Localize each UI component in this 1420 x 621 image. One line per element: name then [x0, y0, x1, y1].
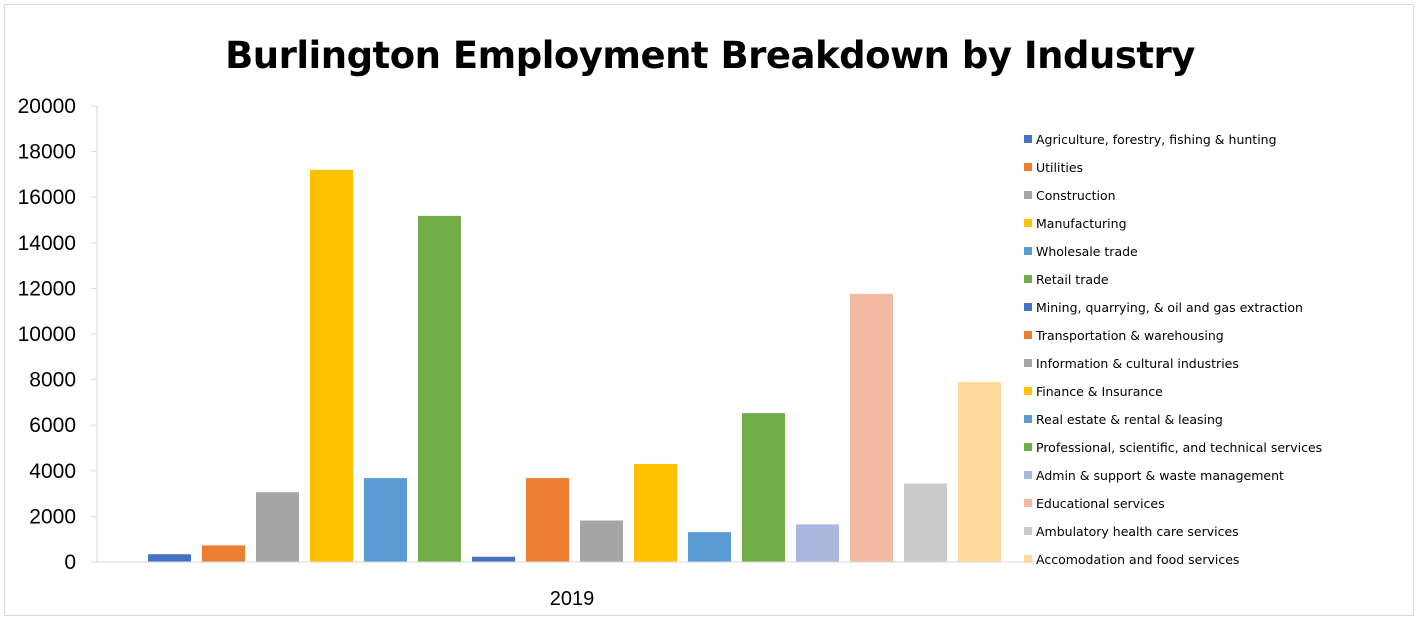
legend-swatch	[1024, 499, 1032, 507]
legend-item: Educational services	[1024, 494, 1165, 512]
bar	[688, 532, 731, 562]
legend-item: Real estate & rental & leasing	[1024, 410, 1223, 428]
bar	[850, 293, 893, 562]
legend-swatch	[1024, 191, 1032, 199]
bar	[904, 483, 947, 562]
legend-swatch	[1024, 247, 1032, 255]
legend-swatch	[1024, 527, 1032, 535]
legend-item: Agriculture, forestry, fishing & hunting	[1024, 130, 1277, 148]
legend-item: Professional, scientific, and technical …	[1024, 438, 1322, 456]
bar	[256, 492, 299, 562]
bars	[148, 169, 1001, 562]
legend-label: Agriculture, forestry, fishing & hunting	[1036, 131, 1277, 147]
bar	[526, 478, 569, 562]
legend-swatch	[1024, 555, 1032, 563]
y-tick-label: 18000	[18, 141, 76, 164]
legend-item: Ambulatory health care services	[1024, 522, 1239, 540]
legend-swatch	[1024, 415, 1032, 423]
bar	[148, 554, 191, 562]
bar	[634, 463, 677, 562]
bar	[310, 169, 353, 562]
bar	[580, 520, 623, 562]
legend-item: Finance & Insurance	[1024, 382, 1163, 400]
legend-label: Real estate & rental & leasing	[1036, 411, 1223, 427]
x-category-label: 2019	[550, 588, 595, 610]
legend-item: Admin & support & waste management	[1024, 466, 1284, 484]
legend-swatch	[1024, 135, 1032, 143]
legend-item: Wholesale trade	[1024, 242, 1138, 260]
legend-label: Manufacturing	[1036, 215, 1127, 231]
chart-title: Burlington Employment Breakdown by Indus…	[225, 34, 1195, 77]
legend-item: Retail trade	[1024, 270, 1109, 288]
y-tick-label: 20000	[18, 95, 76, 118]
bar	[796, 524, 839, 562]
legend-label: Wholesale trade	[1036, 243, 1138, 259]
legend-label: Utilities	[1036, 159, 1084, 175]
legend-label: Finance & Insurance	[1036, 383, 1163, 399]
y-tick-label: 6000	[29, 414, 76, 437]
bar	[202, 545, 245, 562]
bar	[418, 215, 461, 562]
legend-item: Manufacturing	[1024, 214, 1127, 232]
legend-swatch	[1024, 331, 1032, 339]
legend-swatch	[1024, 163, 1032, 171]
legend-label: Construction	[1036, 187, 1116, 203]
legend-item: Construction	[1024, 186, 1116, 204]
y-tick-label: 12000	[18, 277, 76, 300]
legend-swatch	[1024, 359, 1032, 367]
y-tick-label: 4000	[29, 460, 76, 483]
legend-label: Professional, scientific, and technical …	[1036, 439, 1323, 455]
bar	[742, 413, 785, 562]
legend-label: Information & cultural industries	[1036, 355, 1239, 371]
legend-item: Transportation & warehousing	[1024, 326, 1224, 344]
y-axis: 0 2000 4000 6000 8000 10000 12000 14000 16000 180…	[18, 95, 98, 574]
bar	[364, 478, 407, 562]
y-tick-label: 16000	[18, 186, 76, 209]
legend-label: Retail trade	[1036, 271, 1109, 287]
legend-label: Educational services	[1036, 495, 1165, 511]
legend-swatch	[1024, 219, 1032, 227]
legend-label: Admin & support & waste management	[1036, 467, 1284, 483]
x-axis: 2019	[97, 561, 1035, 610]
y-tick-label: 8000	[29, 369, 76, 392]
bar	[958, 382, 1001, 562]
legend-label: Transportation & warehousing	[1036, 327, 1224, 343]
legend-swatch	[1024, 387, 1032, 395]
legend-item: Utilities	[1024, 158, 1083, 176]
legend-label: Ambulatory health care services	[1036, 523, 1239, 539]
legend-label: Accomodation and food services	[1036, 551, 1240, 567]
bar	[472, 556, 515, 562]
y-tick-label: 14000	[18, 232, 76, 255]
legend-swatch	[1024, 471, 1032, 479]
y-tick-label: 2000	[29, 505, 76, 528]
legend-item: Accomodation and food services	[1024, 550, 1239, 568]
legend-item: Mining, quarrying, & oil and gas extract…	[1024, 298, 1303, 316]
legend-item: Information & cultural industries	[1024, 354, 1239, 372]
y-tick-label: 0	[64, 551, 76, 574]
legend-swatch	[1024, 443, 1032, 451]
y-tick-label: 10000	[18, 323, 76, 346]
chart-frame	[4, 4, 1414, 616]
legend-label: Mining, quarrying, & oil and gas extract…	[1036, 299, 1303, 315]
legend-swatch	[1024, 303, 1032, 311]
legend-swatch	[1024, 275, 1032, 283]
